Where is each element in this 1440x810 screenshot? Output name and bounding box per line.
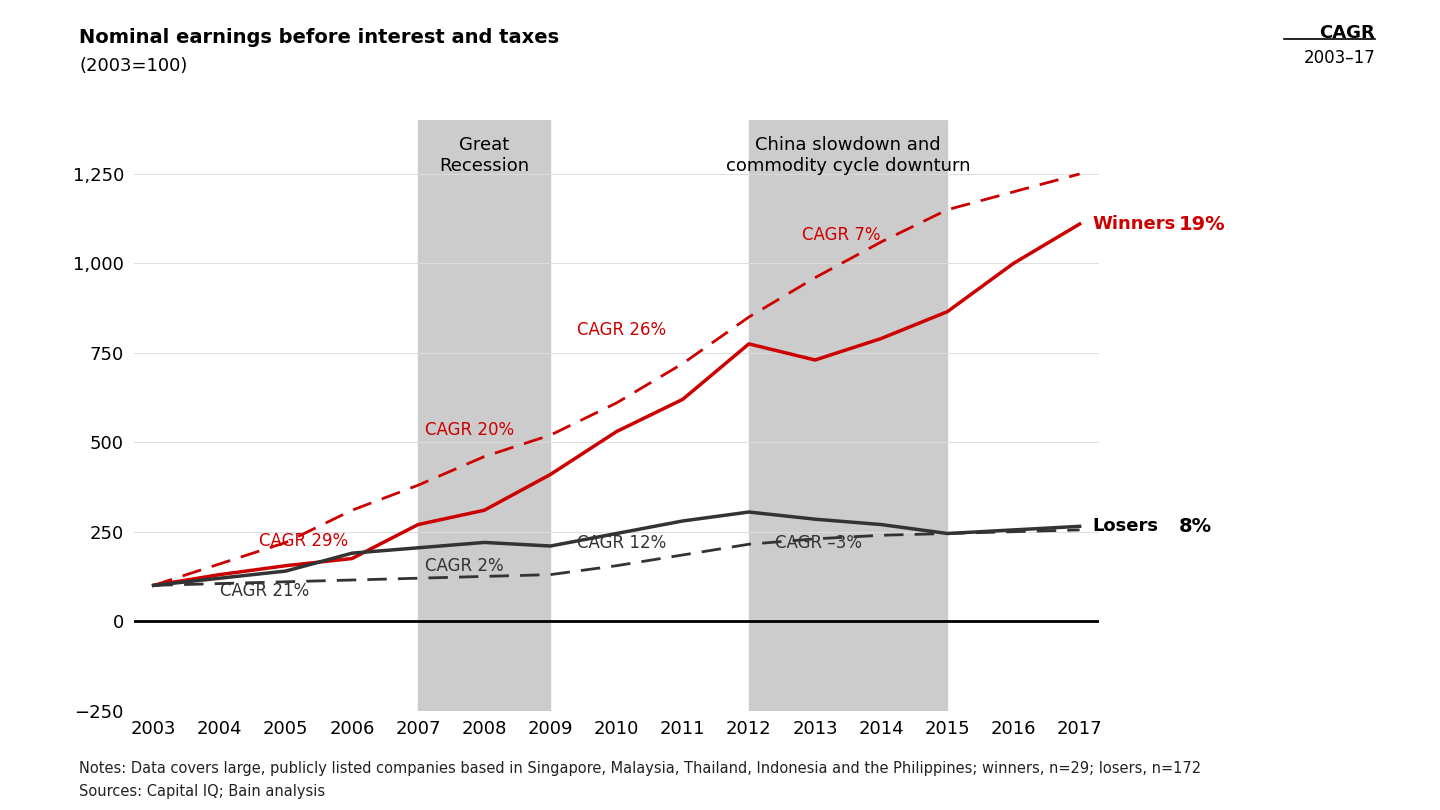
Text: Sources: Capital IQ; Bain analysis: Sources: Capital IQ; Bain analysis [79, 784, 325, 799]
Text: China slowdown and
commodity cycle downturn: China slowdown and commodity cycle downt… [726, 136, 971, 175]
Text: CAGR 21%: CAGR 21% [220, 582, 310, 600]
Text: Notes: Data covers large, publicly listed companies based in Singapore, Malaysia: Notes: Data covers large, publicly liste… [79, 761, 1201, 777]
Text: CAGR 7%: CAGR 7% [802, 226, 880, 244]
Text: CAGR 26%: CAGR 26% [577, 321, 667, 339]
Text: CAGR 29%: CAGR 29% [259, 531, 348, 550]
Text: CAGR 2%: CAGR 2% [425, 557, 504, 575]
Text: CAGR: CAGR [1319, 24, 1375, 42]
Text: 8%: 8% [1179, 517, 1212, 536]
Bar [749, 121, 948, 710]
Text: CAGR 20%: CAGR 20% [425, 420, 514, 439]
Text: Nominal earnings before interest and taxes: Nominal earnings before interest and tax… [79, 28, 559, 47]
Text: 2003–17: 2003–17 [1303, 49, 1375, 66]
Text: Great
Recession: Great Recession [439, 136, 530, 175]
Text: (2003=100): (2003=100) [79, 57, 187, 75]
Text: CAGR –3%: CAGR –3% [775, 534, 863, 552]
Text: CAGR 12%: CAGR 12% [577, 534, 667, 552]
Text: 19%: 19% [1179, 215, 1225, 233]
Bar [418, 121, 550, 710]
Text: Winners: Winners [1093, 215, 1176, 233]
Text: Losers: Losers [1093, 518, 1159, 535]
